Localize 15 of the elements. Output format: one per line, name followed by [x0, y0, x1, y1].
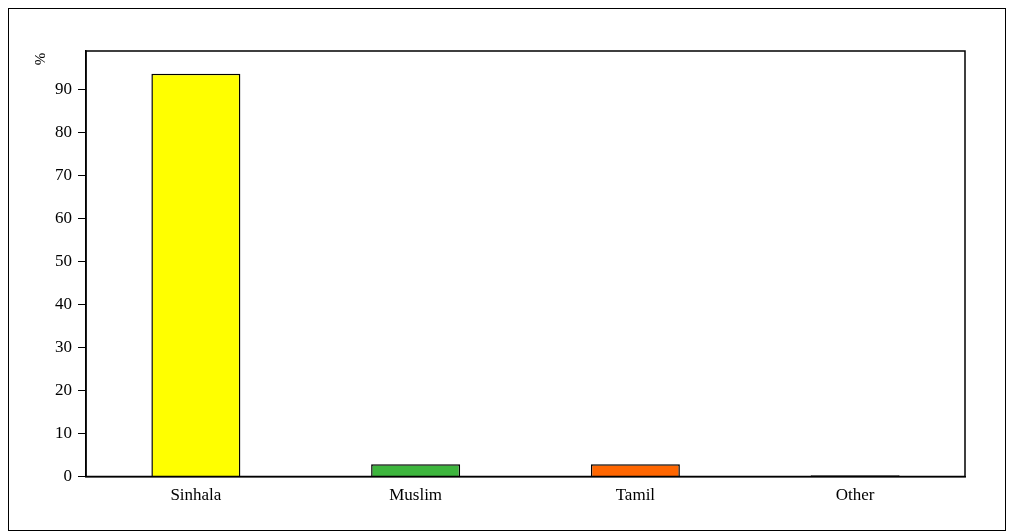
y-tick-label: 10: [55, 423, 72, 443]
y-tick-label: 70: [55, 165, 72, 185]
y-tick-label: 30: [55, 337, 72, 357]
y-tick-label: 0: [63, 466, 72, 486]
y-tick-label: 90: [55, 79, 72, 99]
x-tick-label: Tamil: [615, 485, 656, 505]
x-tick-label: Other: [835, 485, 875, 505]
y-tick-label: 50: [55, 251, 72, 271]
y-tick-label: 20: [55, 380, 72, 400]
y-tick-label: 60: [55, 208, 72, 228]
x-tick-label: Muslim: [389, 485, 443, 505]
y-axis-title: %: [31, 52, 48, 66]
y-tick-label: 40: [55, 294, 72, 314]
y-tick-label: 80: [55, 122, 72, 142]
x-tick-label: Sinhala: [170, 485, 222, 505]
